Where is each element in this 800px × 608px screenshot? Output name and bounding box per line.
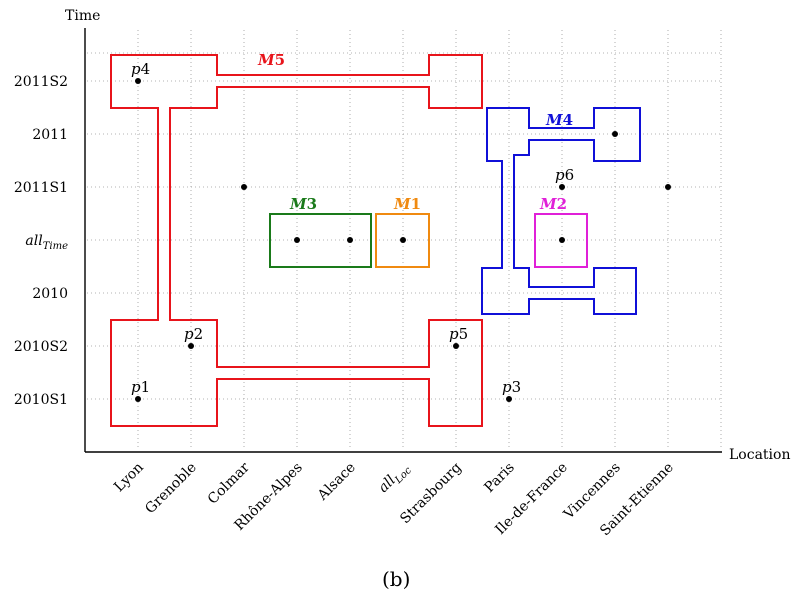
x-tick-label: Alsace bbox=[314, 460, 359, 505]
point-label: p2 bbox=[184, 325, 203, 343]
data-point bbox=[559, 184, 565, 190]
point-label: p1 bbox=[131, 378, 150, 396]
y-tick-label: 2011S1 bbox=[14, 180, 68, 196]
region-m1 bbox=[375, 213, 430, 268]
region-label-m2: M2 bbox=[539, 195, 567, 213]
data-point bbox=[135, 396, 141, 402]
data-point bbox=[347, 237, 353, 243]
region-label-m5: M5 bbox=[257, 51, 285, 69]
region-m2 bbox=[534, 213, 588, 268]
y-tick-label: 2010 bbox=[32, 286, 68, 302]
y-tick-label: 2010S2 bbox=[14, 339, 68, 355]
point-label: p6 bbox=[555, 166, 574, 184]
region-m5 bbox=[110, 54, 483, 427]
data-point bbox=[506, 396, 512, 402]
data-point bbox=[188, 343, 194, 349]
data-points: p4 p6 p2 p5 p1 p3 bbox=[131, 60, 671, 402]
data-point bbox=[241, 184, 247, 190]
data-point bbox=[135, 78, 141, 84]
figure-caption: (b) bbox=[382, 567, 410, 591]
region-label-m1: M1 bbox=[393, 195, 421, 213]
data-point bbox=[400, 237, 406, 243]
region-m3 bbox=[269, 213, 372, 268]
data-point bbox=[294, 237, 300, 243]
data-point bbox=[612, 131, 618, 137]
y-tick-label: 2010S1 bbox=[14, 392, 68, 408]
y-tick-label: 2011S2 bbox=[14, 74, 68, 90]
point-label: p5 bbox=[449, 325, 468, 343]
x-tick-label: Lyon bbox=[111, 460, 147, 496]
x-tick-label: Grenoble bbox=[142, 460, 200, 518]
x-tick-label: Paris bbox=[481, 460, 517, 496]
x-tick-label: allLoc bbox=[375, 459, 414, 498]
region-label-m3: M3 bbox=[289, 195, 317, 213]
region-label-m4: M4 bbox=[545, 111, 573, 129]
x-axis-title: Location bbox=[729, 447, 790, 463]
y-axis-title: Time bbox=[65, 8, 100, 24]
y-tick-label: 2011 bbox=[32, 127, 68, 143]
data-point bbox=[665, 184, 671, 190]
point-label: p4 bbox=[131, 60, 150, 78]
data-point bbox=[559, 237, 565, 243]
y-tick-label: allTime bbox=[25, 233, 68, 252]
data-point bbox=[453, 343, 459, 349]
y-tick-labels: 2011S2 2011 2011S1 allTime 2010 2010S2 2010S1 bbox=[14, 74, 68, 408]
point-label: p3 bbox=[502, 378, 521, 396]
region-m4 bbox=[481, 107, 641, 315]
x-tick-label: Colmar bbox=[205, 459, 253, 507]
